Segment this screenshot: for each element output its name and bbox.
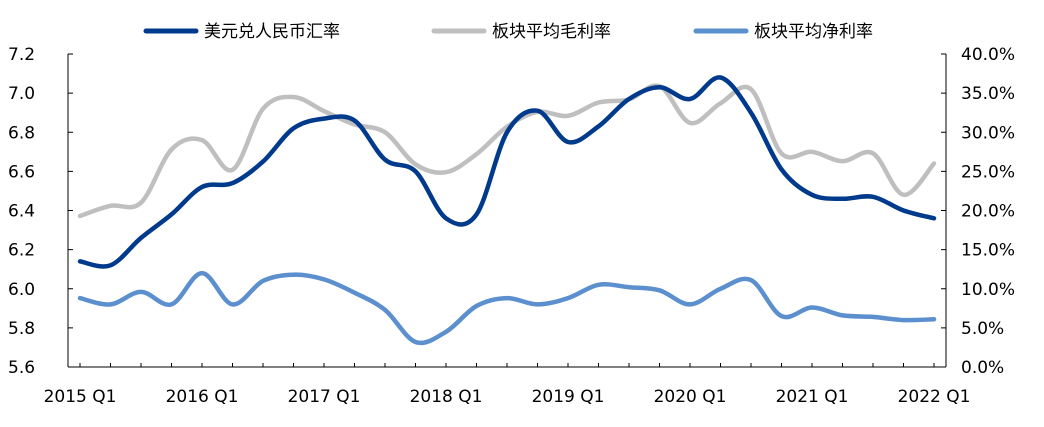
y-left-tick-label: 6.2 bbox=[8, 241, 35, 261]
x-tick-label: 2015 Q1 bbox=[44, 387, 117, 407]
y-right-tick-label: 5.0% bbox=[961, 319, 1004, 339]
y-right-tick-label: 0.0% bbox=[961, 358, 1004, 378]
x-tick-label: 2017 Q1 bbox=[288, 387, 361, 407]
y-right-tick-label: 25.0% bbox=[961, 162, 1015, 182]
y-right-tick-label: 35.0% bbox=[961, 84, 1015, 104]
y-left-tick-label: 6.4 bbox=[8, 202, 35, 222]
axes: 5.6 5.8 6.0 6.2 6.4 6.6 6.8 7.0 7.2 0.0% 5.0% 10.0%… bbox=[8, 45, 1015, 407]
x-tick-label: 2021 Q1 bbox=[776, 387, 849, 407]
x-tick-label: 2018 Q1 bbox=[410, 387, 483, 407]
x-tick-label: 2020 Q1 bbox=[654, 387, 727, 407]
series-line-avg-gross-margin bbox=[77, 83, 937, 219]
series-line-avg-net-margin bbox=[77, 270, 937, 346]
series-line-usd-cny-rate bbox=[77, 75, 937, 269]
x-tick-label: 2019 Q1 bbox=[532, 387, 605, 407]
y-left-tick-label: 7.0 bbox=[8, 84, 35, 104]
y-right-tick-label: 20.0% bbox=[961, 202, 1015, 222]
series-lines bbox=[77, 75, 937, 346]
y-right-tick-label: 40.0% bbox=[961, 45, 1015, 65]
legend-label-avg-gross-margin: 板块平均毛利率 bbox=[492, 22, 611, 42]
y-left-tick-label: 6.0 bbox=[8, 280, 35, 300]
legend-label-avg-net-margin: 板块平均净利率 bbox=[754, 22, 873, 42]
y-left-tick-label: 5.6 bbox=[8, 358, 35, 378]
x-tick-label: 2022 Q1 bbox=[898, 387, 971, 407]
y-left-tick-label: 6.6 bbox=[8, 162, 35, 182]
x-tick-label: 2016 Q1 bbox=[166, 387, 239, 407]
y-left-tick-label: 5.8 bbox=[8, 319, 35, 339]
legend-label-usd-cny-rate: 美元兑人民币汇率 bbox=[204, 22, 340, 42]
legend: 美元兑人民币汇率 板块平均毛利率 板块平均净利率 bbox=[143, 22, 873, 42]
y-right-tick-label: 10.0% bbox=[961, 280, 1015, 300]
y-left-tick-label: 7.2 bbox=[8, 45, 35, 65]
y-left-tick-label: 6.8 bbox=[8, 123, 35, 143]
y-right-tick-label: 30.0% bbox=[961, 123, 1015, 143]
y-right-tick-label: 15.0% bbox=[961, 241, 1015, 261]
